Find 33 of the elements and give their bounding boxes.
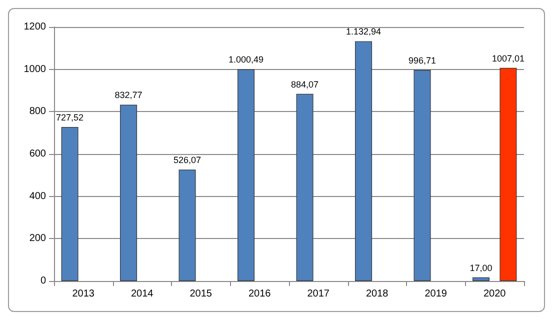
bar	[238, 69, 255, 281]
bar	[61, 127, 78, 281]
x-tick-label: 2017	[307, 288, 330, 300]
y-tick-label: 0	[40, 276, 46, 286]
x-tick-label: 2018	[366, 288, 389, 300]
y-tick-label: 800	[29, 106, 46, 118]
bar	[178, 170, 196, 281]
x-tick-label: 2019	[424, 288, 448, 300]
bar	[472, 277, 490, 281]
data-label: 996,71	[408, 56, 436, 66]
x-tick-label: 2020	[484, 288, 506, 300]
x-tick-label: 2014	[131, 288, 154, 300]
data-label: 1007,01	[492, 53, 524, 64]
data-label: 1.000,49	[228, 54, 264, 65]
bar	[500, 68, 517, 281]
bar	[355, 41, 372, 281]
data-label: 1.132,94	[346, 26, 382, 37]
y-tick-label: 200	[29, 233, 46, 244]
bar	[120, 104, 138, 281]
bar	[414, 70, 431, 281]
y-tick-label: 600	[29, 148, 46, 160]
data-label: 526,07	[174, 155, 202, 166]
data-label: 884,07	[291, 79, 319, 90]
data-label: 17,00	[470, 262, 492, 273]
data-label: 727,52	[56, 112, 84, 123]
y-tick-label: 400	[29, 190, 46, 202]
x-tick-label: 2013	[72, 288, 95, 300]
data-label: 832,77	[114, 90, 142, 100]
y-tick-label: 1200	[24, 22, 46, 32]
x-tick-label: 2015	[190, 288, 212, 300]
y-tick-label: 1000	[24, 64, 46, 75]
x-tick-label: 2016	[248, 288, 272, 300]
bar	[296, 94, 314, 281]
